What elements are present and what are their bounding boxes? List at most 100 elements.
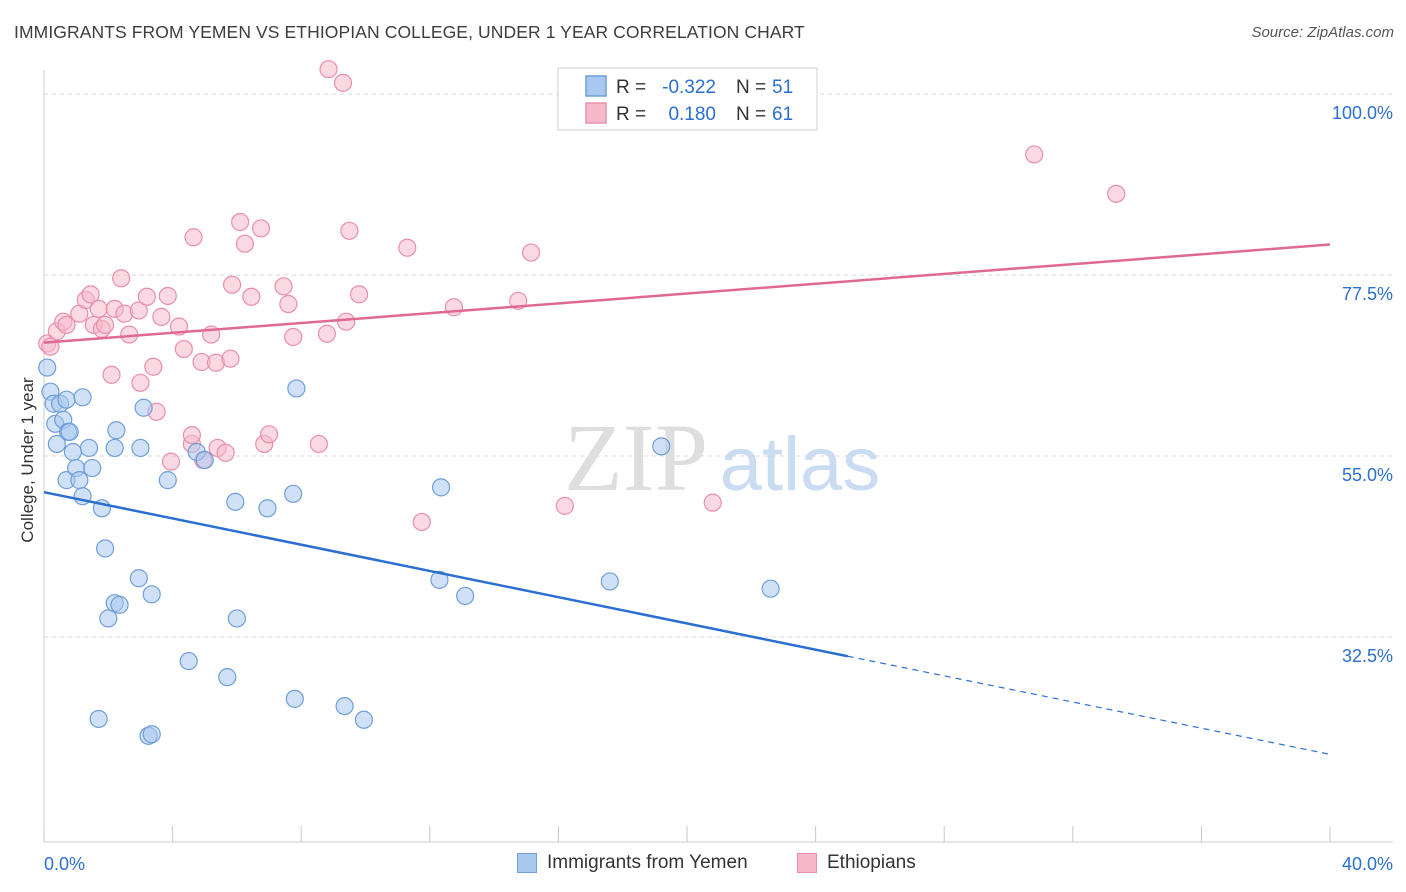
axes xyxy=(43,70,1393,843)
yemen-point xyxy=(218,668,237,687)
y-tick-label: 77.5% xyxy=(1342,284,1393,304)
legend-label-yemen: Immigrants from Yemen xyxy=(547,852,748,873)
ethiopians-point xyxy=(412,512,431,532)
legend-item-ethiopians: Ethiopians xyxy=(797,852,916,874)
correlation-legend: R = -0.322 N = 51 R = 0.180 N = 61 xyxy=(557,67,818,131)
ethiopians-point xyxy=(161,452,181,471)
legend-r-value-ethiopians: 0.180 xyxy=(668,104,716,125)
y-axis-label: College, Under 1 year xyxy=(18,377,37,543)
ethiopians-point xyxy=(349,285,369,304)
chart-title: IMMIGRANTS FROM YEMEN VS ETHIOPIAN COLLE… xyxy=(14,22,805,42)
ethiopians-point xyxy=(144,357,163,376)
yemen-point xyxy=(131,438,150,458)
legend-item-yemen: Immigrants from Yemen xyxy=(517,852,748,874)
ethiopians-point xyxy=(158,286,177,306)
legend-n-value-ethiopians: 61 xyxy=(772,104,793,125)
ethiopians-point xyxy=(89,299,108,318)
yemen-point xyxy=(285,689,304,708)
ethiopians-point xyxy=(398,238,417,257)
ethiopians-point xyxy=(131,373,150,392)
x-tick-label-min: 0.0% xyxy=(44,854,85,874)
ethiopians-point xyxy=(102,365,121,384)
ethiopians-point xyxy=(333,73,353,92)
y-tick-label: 55.0% xyxy=(1342,465,1393,485)
ethiopians-point xyxy=(521,243,541,262)
yemen-point xyxy=(226,492,245,511)
x-ticks xyxy=(43,826,1331,842)
yemen-point xyxy=(57,390,76,409)
legend-swatch-ethiopians xyxy=(585,102,607,124)
yemen-point xyxy=(258,499,277,518)
yemen-trend-line-extension xyxy=(847,655,1331,755)
yemen-point xyxy=(652,437,671,456)
ethiopians-point xyxy=(152,307,171,326)
ethiopians-point xyxy=(112,269,131,288)
yemen-point xyxy=(105,438,124,458)
yemen-point xyxy=(284,484,303,503)
yemen-point xyxy=(142,725,161,744)
trend-lines xyxy=(43,243,1331,755)
yemen-point xyxy=(431,478,451,497)
ethiopians-point xyxy=(81,285,100,304)
legend-r-label-ethiopians: R = xyxy=(616,104,646,125)
ethiopians-point xyxy=(1025,145,1044,164)
yemen-point xyxy=(600,572,619,591)
ethiopians-point xyxy=(231,212,250,232)
legend-label-ethiopians: Ethiopians xyxy=(827,852,916,873)
series-legend: Immigrants from Yemen Ethiopians xyxy=(0,852,1406,878)
yemen-point xyxy=(142,585,161,604)
yemen-point xyxy=(110,595,129,614)
yemen-point xyxy=(95,539,115,558)
ethiopians-point xyxy=(182,425,201,445)
legend-n-value-yemen: 51 xyxy=(772,77,793,98)
ethiopians-point xyxy=(337,312,356,331)
yemen-point xyxy=(99,609,118,628)
yemen-point xyxy=(89,709,108,729)
ethiopians-trend-line xyxy=(43,243,1331,344)
ethiopians-point xyxy=(317,324,337,343)
ethiopians-point xyxy=(216,443,235,462)
ethiopians-point xyxy=(221,349,240,368)
yemen-point xyxy=(227,609,246,628)
legend-r-label-yemen: R = xyxy=(616,77,646,98)
y-tick-labels: 32.5% 55.0% 77.5% 100.0% xyxy=(1332,103,1393,666)
ethiopians-point xyxy=(1107,184,1126,203)
ethiopians-point xyxy=(174,339,193,359)
ethiopians-point xyxy=(259,425,279,444)
y-tick-label: 100.0% xyxy=(1332,103,1393,123)
legend-swatch-yemen xyxy=(585,75,607,97)
watermark-zip: ZIP xyxy=(564,404,708,511)
ethiopians-point xyxy=(242,287,261,306)
ethiopians-point xyxy=(309,434,328,454)
yemen-point xyxy=(761,579,780,598)
ethiopians-point xyxy=(251,219,271,238)
yemen-point xyxy=(335,696,354,716)
ethiopians-point xyxy=(129,301,148,320)
yemen-point xyxy=(354,710,373,729)
yemen-point xyxy=(73,388,92,407)
ethiopians-point xyxy=(95,315,115,335)
x-tick-label-max: 40.0% xyxy=(1342,854,1393,874)
ethiopians-point xyxy=(137,287,156,306)
ethiopians-point xyxy=(555,496,574,515)
legend-swatch-ethiopians-bottom xyxy=(797,853,817,873)
legend-swatch-yemen-bottom xyxy=(517,853,537,873)
yemen-point xyxy=(63,442,83,462)
ethiopians-point xyxy=(222,275,242,294)
y-tick-label: 32.5% xyxy=(1342,646,1393,666)
watermark: ZIP atlas xyxy=(564,404,880,511)
yemen-point xyxy=(430,570,449,589)
yemen-point xyxy=(158,471,177,490)
ethiopians-point xyxy=(319,60,338,79)
ethiopians-point xyxy=(279,294,298,314)
yemen-point xyxy=(83,458,102,478)
ethiopians-point xyxy=(235,234,255,253)
grid-lines xyxy=(44,93,1393,638)
ethiopians-point xyxy=(444,298,464,317)
yemen-point xyxy=(70,471,89,490)
yemen-trend-line xyxy=(43,490,848,658)
watermark-atlas: atlas xyxy=(720,422,881,507)
ethiopians-point xyxy=(340,221,359,240)
ethiopians-point xyxy=(184,228,203,247)
legend-n-label-ethiopians: N = xyxy=(736,104,766,125)
